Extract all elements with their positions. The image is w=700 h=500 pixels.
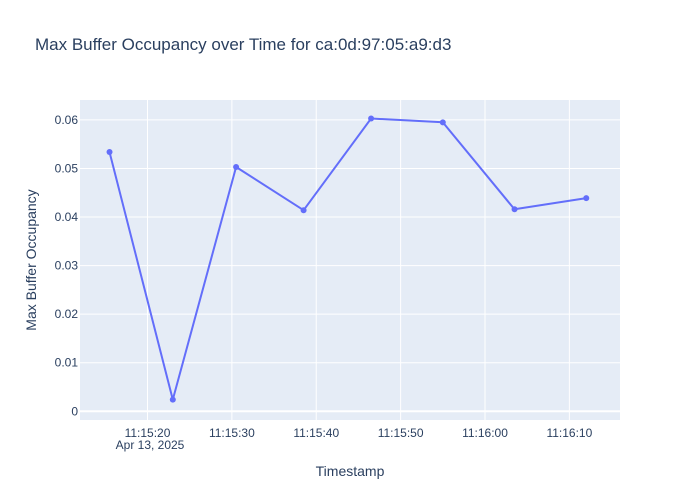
data-point[interactable] xyxy=(583,195,590,202)
y-tick-labels: 0 0.01 0.02 0.03 0.04 0.05 0.06 xyxy=(55,113,79,418)
data-point[interactable] xyxy=(169,396,176,403)
x-tick-label: 11:16:00 xyxy=(462,426,508,440)
chart-title: Max Buffer Occupancy over Time for ca:0d… xyxy=(35,35,451,54)
series-line xyxy=(108,117,587,401)
data-point[interactable] xyxy=(106,148,113,155)
x-tick-label: 11:15:30 xyxy=(209,426,255,440)
y-tick-label: 0 xyxy=(71,404,78,418)
y-tick-label: 0.02 xyxy=(55,307,79,321)
y-tick-label: 0.06 xyxy=(55,113,79,127)
data-point[interactable] xyxy=(511,206,518,213)
y-tick-label: 0.04 xyxy=(55,210,79,224)
data-point[interactable] xyxy=(368,115,375,122)
x-tick-label: 11:16:10 xyxy=(546,426,592,440)
data-point[interactable] xyxy=(300,207,307,214)
series-line-group xyxy=(106,115,590,403)
x-tick-label: 11:15:50 xyxy=(378,426,424,440)
data-point[interactable] xyxy=(233,164,240,171)
x-gridlines xyxy=(147,100,570,420)
x-axis-title: Timestamp xyxy=(316,463,385,479)
data-point[interactable] xyxy=(439,119,446,126)
y-axis-title: Max Buffer Occupancy xyxy=(23,189,39,330)
x-tick-label: 11:15:40 xyxy=(293,426,339,440)
x-date-label: Apr 13, 2025 xyxy=(116,438,185,452)
plot-area xyxy=(80,100,620,420)
x-tick-label: 11:15:20 xyxy=(125,426,171,440)
y-tick-label: 0.05 xyxy=(55,161,79,175)
y-tick-label: 0.03 xyxy=(55,259,79,273)
x-tick-labels: 11:15:20 11:15:30 11:15:40 11:15:50 11:16:00… xyxy=(125,426,593,440)
y-tick-label: 0.01 xyxy=(55,356,79,370)
y-gridlines xyxy=(80,119,620,413)
